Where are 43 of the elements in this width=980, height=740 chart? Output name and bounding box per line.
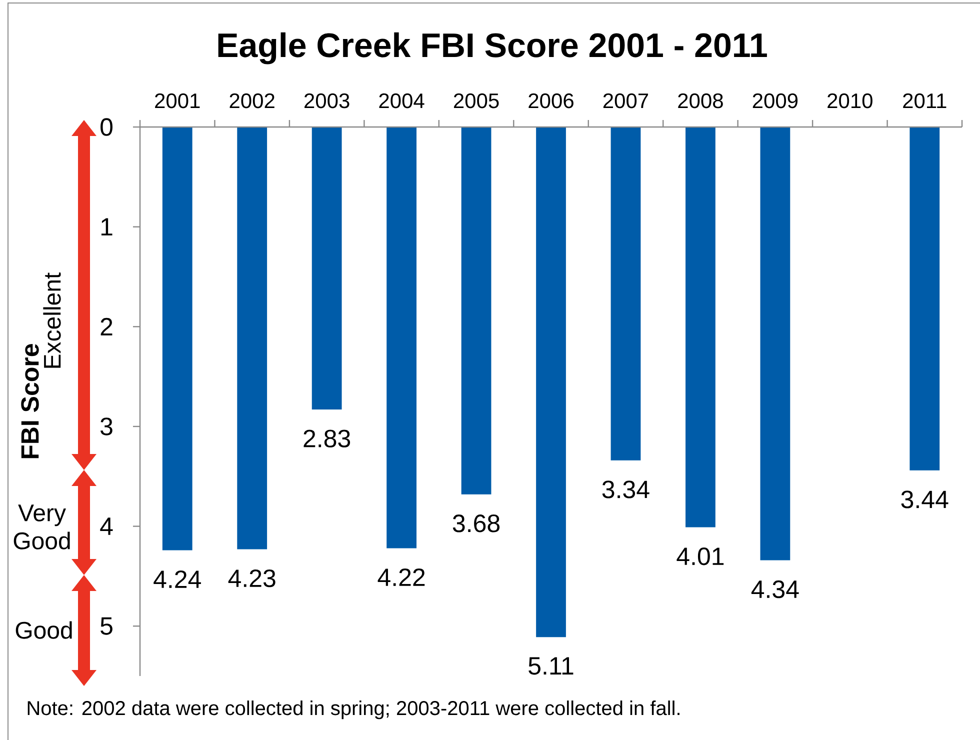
data-label: 3.44: [901, 490, 948, 508]
text: Very Good: [14, 504, 70, 550]
data-label: 4.23: [228, 569, 276, 588]
x-tick-label: 2007: [603, 93, 648, 108]
x-tick-label: 2011: [903, 93, 946, 108]
bar: [386, 127, 416, 548]
y-tick-label: 3: [100, 418, 112, 436]
bar: [461, 127, 492, 494]
bar: [686, 127, 716, 528]
x-tick-label: 2005: [454, 93, 499, 108]
y-tick-label: 0: [100, 118, 112, 136]
x-tick-label: 2009: [752, 93, 798, 108]
bar: [162, 127, 192, 550]
x-tick-label: 2001: [155, 93, 200, 108]
x-tick-label: 2002: [230, 93, 274, 108]
bar: [910, 127, 940, 470]
bar: [536, 127, 566, 638]
y-tick-label: 5: [100, 617, 112, 635]
x-tick-label: 2006: [528, 93, 574, 108]
data-label: 4.01: [676, 547, 724, 566]
y-tick-label: 2: [100, 318, 112, 336]
x-tick-label: 2008: [678, 93, 723, 108]
data-label: 5.11: [528, 657, 574, 675]
chart-title: Eagle Creek FBI Score 2001 - 2011: [218, 32, 767, 64]
x-tick-label: 2003: [304, 93, 350, 108]
bar: [237, 127, 268, 550]
data-label: 4.24: [154, 570, 201, 588]
y-axis-title: FBI Score: [21, 344, 39, 458]
data-label: 4.22: [378, 568, 425, 586]
bar: [610, 127, 641, 460]
bar: [760, 127, 790, 560]
data-label: 3.34: [602, 480, 650, 498]
data-label: 3.68: [452, 514, 500, 532]
text: Note: 2002 data were collected in spring; 2003-2011 were collected in fall.: [28, 700, 680, 720]
y-tick-label: 1: [101, 218, 112, 236]
bar: [312, 127, 342, 410]
text: Excellent: [43, 272, 61, 368]
data-label: 4.34: [751, 580, 799, 598]
x-tick-label: 2010: [828, 93, 872, 108]
data-label: 2.83: [304, 430, 350, 448]
x-tick-label: 2004: [379, 93, 424, 108]
y-tick-label: 4: [100, 518, 113, 535]
text: Good: [16, 621, 72, 639]
